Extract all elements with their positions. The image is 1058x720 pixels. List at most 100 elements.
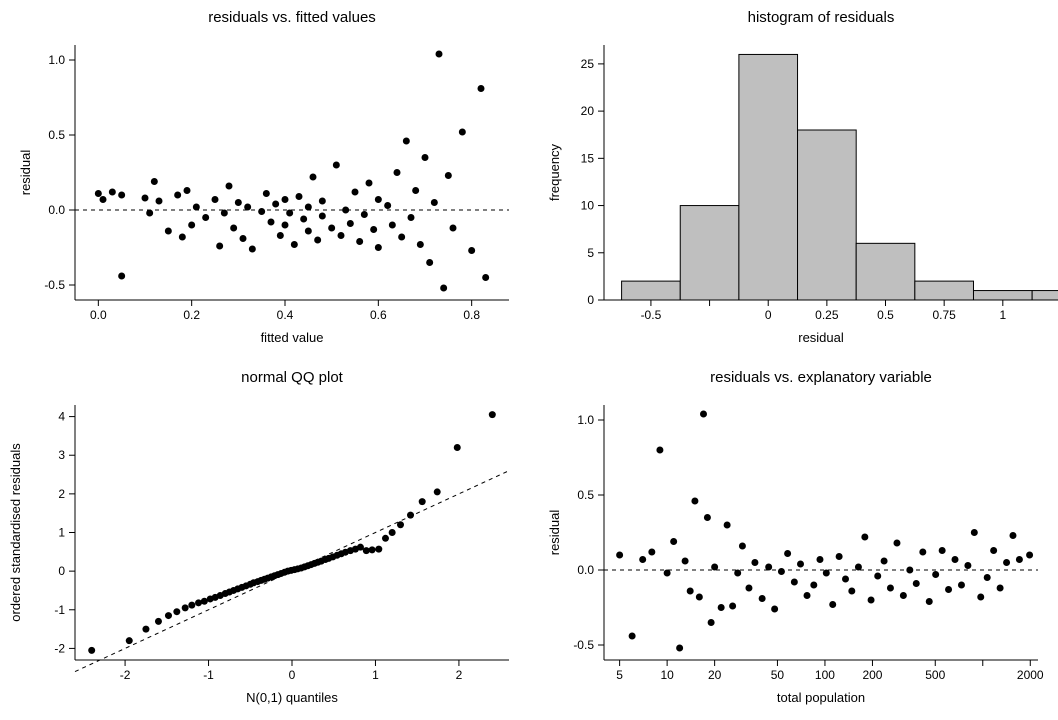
data-point [718,604,725,611]
diagnostic-plot-grid: residuals vs. fitted values0.00.20.40.60… [0,0,1058,720]
data-point [282,222,289,229]
data-point [296,193,303,200]
data-point [874,573,881,580]
data-point [397,521,404,528]
x-tick-label: 2000 [1017,668,1044,682]
data-point [126,637,133,644]
data-point [342,207,349,214]
data-point [366,180,373,187]
x-axis-label: total population [777,690,865,705]
chart-title: normal QQ plot [241,369,344,386]
data-point [816,556,823,563]
data-point [244,204,251,211]
data-point [745,585,752,592]
data-point [282,196,289,203]
x-tick-label: 0.2 [183,308,200,322]
data-point [235,199,242,206]
y-tick-label: 1.0 [48,53,65,67]
y-tick-label: -2 [54,641,65,655]
data-point [964,562,971,569]
data-point [109,189,116,196]
histogram-bar [739,54,798,300]
data-point [328,225,335,232]
histogram-bar [798,130,857,300]
data-point [100,196,107,203]
y-tick-label: -0.5 [44,278,65,292]
x-axis-label: fitted value [261,330,324,345]
x-tick-label: 10 [660,668,674,682]
data-point [804,592,811,599]
y-tick-label: 10 [581,199,595,213]
x-tick-label: 20 [708,668,722,682]
data-point [88,647,95,654]
data-point [906,567,913,574]
data-point [384,202,391,209]
data-point [868,597,875,604]
data-point [370,226,377,233]
data-point [142,626,149,633]
data-point [708,619,715,626]
y-tick-label: 0.0 [577,563,594,577]
data-point [417,241,424,248]
y-tick-label: -0.5 [573,638,594,652]
x-tick-label: -0.5 [641,308,662,322]
x-tick-label: 5 [616,668,623,682]
data-point [419,498,426,505]
data-point [369,546,376,553]
x-tick-label: 0.4 [277,308,294,322]
data-point [361,211,368,218]
data-point [310,174,317,181]
data-point [398,234,405,241]
data-point [357,544,364,551]
data-point [893,540,900,547]
data-point [258,208,265,215]
data-point [823,570,830,577]
x-tick-label: 1 [999,308,1006,322]
y-axis-label: residual [18,150,33,196]
y-tick-label: 0 [587,293,594,307]
chart-title: residuals vs. explanatory variable [710,369,932,386]
data-point [434,488,441,495]
data-point [165,228,172,235]
x-tick-label: 0.0 [90,308,107,322]
data-point [426,259,433,266]
x-tick-label: 200 [862,668,882,682]
data-point [118,273,125,280]
data-point [848,588,855,595]
data-point [676,645,683,652]
data-point [305,228,312,235]
data-point [230,225,237,232]
data-point [394,169,401,176]
x-tick-label: 0 [289,668,296,682]
data-point [836,553,843,560]
data-point [945,586,952,593]
data-point [195,599,202,606]
x-tick-label: 0.6 [370,308,387,322]
data-point [445,172,452,179]
data-point [861,534,868,541]
histogram-bar [622,281,681,300]
data-point [408,214,415,221]
data-point [188,222,195,229]
y-tick-label: 15 [581,151,595,165]
data-point [407,512,414,519]
x-axis-label: residual [798,330,844,345]
data-point [333,162,340,169]
data-point [881,558,888,565]
data-point [489,411,496,418]
data-point [664,570,671,577]
data-point [389,529,396,536]
data-point [226,183,233,190]
data-point [784,550,791,557]
data-point [724,522,731,529]
data-point [314,237,321,244]
data-point [319,213,326,220]
data-point [375,546,382,553]
data-point [300,216,307,223]
data-point [375,244,382,251]
data-point [1009,532,1016,539]
data-point [691,498,698,505]
data-point [240,235,247,242]
y-tick-label: 0.0 [48,203,65,217]
data-point [939,547,946,554]
